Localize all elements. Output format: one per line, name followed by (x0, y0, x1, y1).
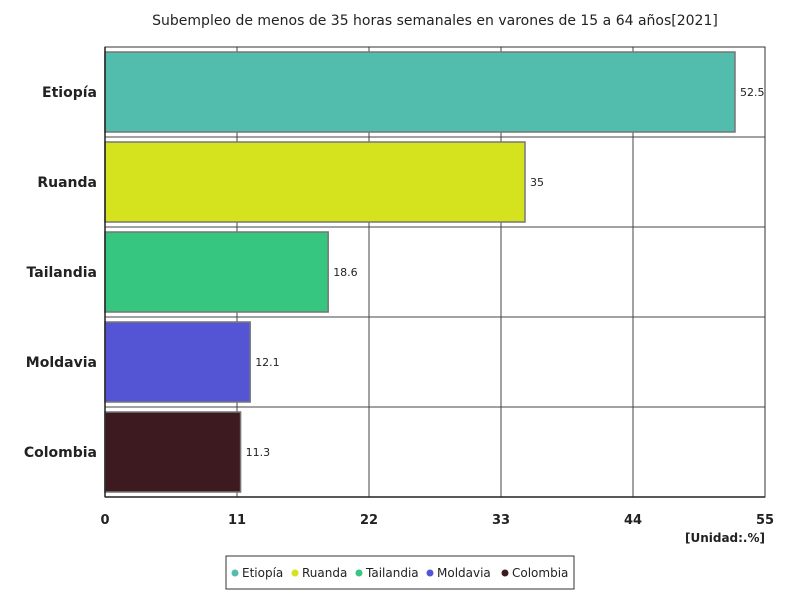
bar (104, 51, 736, 133)
category-label: Moldavia (26, 355, 97, 371)
category-label: Tailandia (27, 265, 97, 281)
legend-box (225, 555, 575, 590)
x-tick-label: 0 (100, 513, 109, 528)
chart-title: Subempleo de menos de 35 horas semanales… (152, 13, 718, 29)
bar (104, 141, 526, 223)
value-labels: 52.5 35 18.6 12.1 11.3 (246, 86, 765, 459)
value-label: 12.1 (255, 356, 280, 369)
value-label: 11.3 (246, 446, 271, 459)
legend-marker (355, 569, 363, 577)
legend-marker (501, 569, 509, 577)
value-label: 35 (530, 176, 544, 189)
unit-label: [Unidad:.%] (685, 531, 765, 545)
x-tick-label: 55 (756, 513, 774, 528)
bar (104, 411, 242, 493)
category-label: Ruanda (37, 175, 97, 191)
x-tick-labels: 0 11 22 33 44 55 (100, 513, 774, 528)
bar (104, 231, 329, 313)
category-labels: Etiopía Ruanda Tailandia Moldavia Colombia (24, 85, 97, 461)
legend-label: Moldavia (437, 566, 491, 580)
legend-label: Colombia (512, 566, 568, 580)
x-tick-label: 22 (360, 513, 378, 528)
value-label: 52.5 (740, 86, 765, 99)
legend-label: Tailandia (365, 566, 419, 580)
legend-label: Etiopía (242, 566, 283, 580)
x-tick-label: 33 (492, 513, 510, 528)
legend: Etiopía Ruanda Tailandia Moldavia Colombia (225, 555, 575, 590)
bar (104, 321, 251, 403)
legend-label: Ruanda (302, 566, 347, 580)
legend-marker (426, 569, 434, 577)
category-label: Etiopía (42, 85, 97, 101)
value-label: 18.6 (333, 266, 358, 279)
legend-marker (291, 569, 299, 577)
x-tick-label: 11 (228, 513, 246, 528)
x-tick-label: 44 (624, 513, 642, 528)
legend-marker (231, 569, 239, 577)
category-label: Colombia (24, 445, 97, 461)
